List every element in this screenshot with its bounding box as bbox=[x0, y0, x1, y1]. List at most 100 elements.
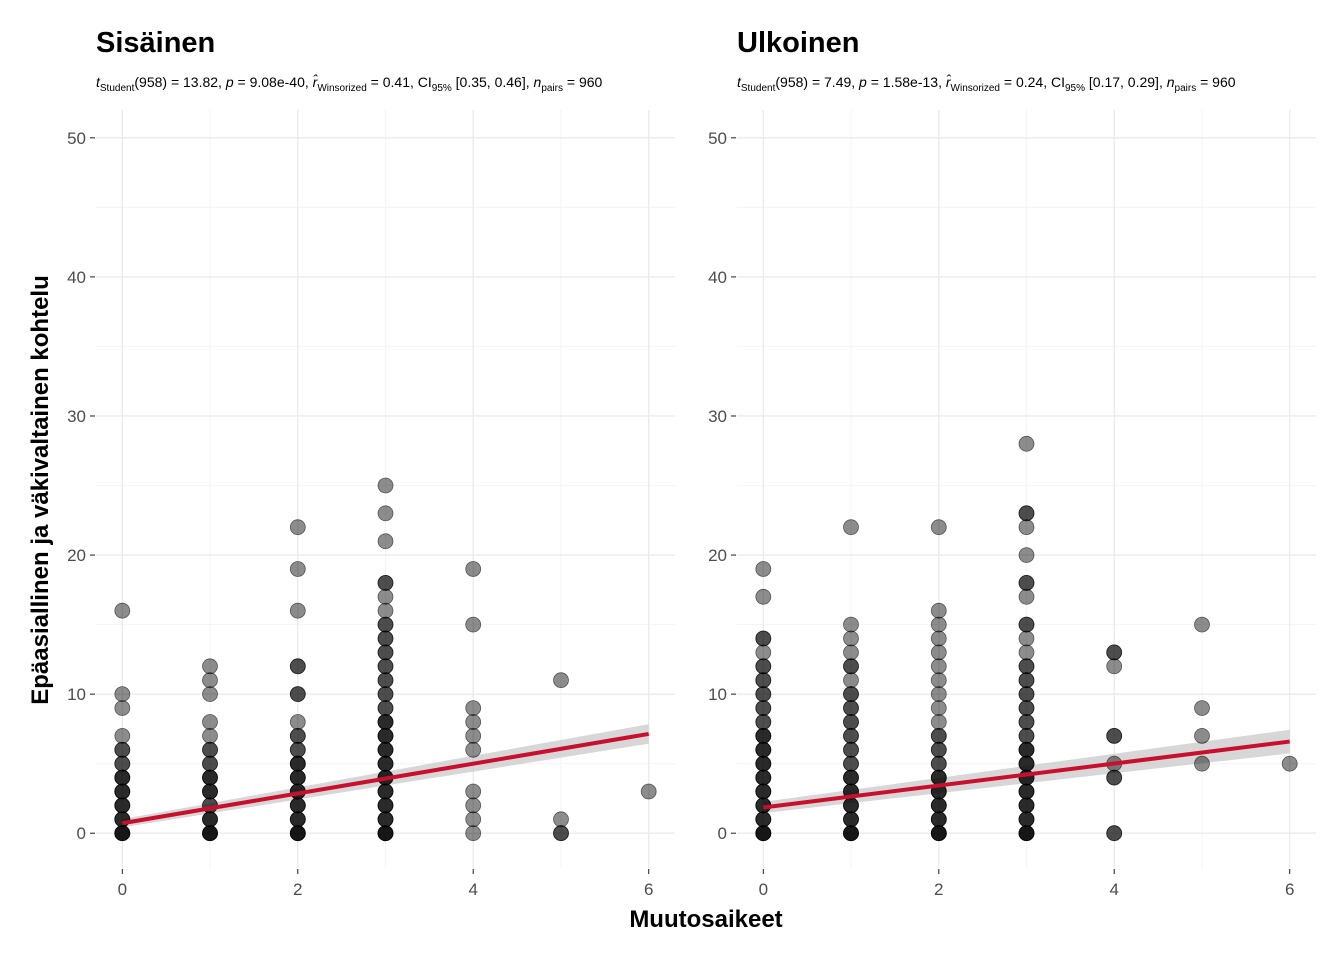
data-point bbox=[930, 825, 947, 842]
data-point bbox=[755, 728, 772, 744]
data-point bbox=[465, 616, 482, 633]
data-point bbox=[114, 825, 131, 842]
data-point bbox=[465, 714, 482, 730]
data-point bbox=[755, 700, 772, 716]
regression-fit-line bbox=[763, 739, 1290, 810]
data-point bbox=[1018, 686, 1035, 702]
data-point bbox=[289, 741, 306, 758]
data-point bbox=[930, 658, 947, 675]
data-point bbox=[930, 797, 947, 814]
data-point bbox=[755, 561, 772, 577]
data-point bbox=[289, 811, 306, 828]
data-point bbox=[1106, 658, 1123, 675]
data-point bbox=[377, 728, 394, 744]
data-point bbox=[465, 700, 482, 716]
y-tick-label: 10 bbox=[67, 685, 86, 704]
data-point bbox=[202, 783, 218, 800]
y-axis-title: Epäasiallinen ja väkivaltainen kohtelu bbox=[27, 275, 54, 705]
data-point bbox=[202, 672, 218, 689]
data-point bbox=[465, 741, 482, 758]
data-point bbox=[843, 728, 859, 744]
data-point bbox=[755, 630, 772, 647]
data-point bbox=[1018, 825, 1035, 842]
data-point bbox=[843, 714, 859, 730]
data-point bbox=[1018, 658, 1035, 675]
y-tick-label: 0 bbox=[77, 824, 86, 843]
data-point bbox=[1281, 755, 1298, 772]
data-point bbox=[289, 561, 306, 577]
data-point bbox=[114, 686, 131, 702]
regression-fit-line bbox=[121, 731, 650, 826]
data-point bbox=[843, 644, 859, 661]
data-point bbox=[465, 728, 482, 744]
data-point bbox=[377, 686, 394, 702]
data-point bbox=[377, 811, 394, 828]
data-point bbox=[289, 797, 306, 814]
data-point bbox=[755, 755, 772, 772]
y-tick-label: 50 bbox=[708, 129, 727, 148]
data-point bbox=[755, 686, 772, 702]
data-point bbox=[843, 616, 859, 633]
y-tick-label: 40 bbox=[67, 268, 86, 287]
data-point bbox=[755, 825, 772, 842]
data-point bbox=[755, 811, 772, 828]
data-point bbox=[202, 658, 218, 675]
data-point bbox=[377, 658, 394, 675]
data-point bbox=[377, 477, 394, 494]
data-point bbox=[930, 700, 947, 716]
data-point bbox=[755, 658, 772, 675]
data-point bbox=[843, 672, 859, 689]
y-tick-label: 30 bbox=[67, 407, 86, 426]
data-point bbox=[289, 519, 306, 536]
data-point bbox=[843, 519, 859, 536]
data-point bbox=[114, 797, 131, 814]
data-point bbox=[114, 728, 131, 744]
panel-title: Ulkoinen bbox=[737, 27, 859, 59]
data-point bbox=[930, 755, 947, 772]
y-axis-ticks: 0 10 20 30 40 50 bbox=[708, 129, 736, 843]
data-point bbox=[114, 602, 131, 619]
data-point bbox=[202, 769, 218, 786]
data-point bbox=[202, 825, 218, 842]
data-point bbox=[377, 672, 394, 689]
data-point bbox=[1106, 728, 1123, 744]
data-point bbox=[465, 811, 482, 828]
data-point bbox=[843, 700, 859, 716]
data-point bbox=[640, 783, 657, 800]
data-point bbox=[1194, 728, 1210, 744]
data-point bbox=[114, 700, 131, 716]
data-point bbox=[202, 686, 218, 702]
data-point bbox=[755, 714, 772, 730]
data-point bbox=[1106, 769, 1123, 786]
data-point bbox=[289, 658, 306, 675]
y-tick-label: 50 bbox=[67, 129, 86, 148]
y-tick-label: 0 bbox=[718, 824, 727, 843]
data-point bbox=[377, 797, 394, 814]
data-point bbox=[1018, 797, 1035, 814]
data-point bbox=[1018, 630, 1035, 647]
data-point bbox=[289, 728, 306, 744]
data-point bbox=[202, 741, 218, 758]
data-point bbox=[289, 714, 306, 730]
x-tick-label: 4 bbox=[1109, 880, 1118, 899]
panel-title: Sisäinen bbox=[96, 27, 215, 59]
y-tick-label: 40 bbox=[708, 268, 727, 287]
data-point bbox=[377, 783, 394, 800]
data-point bbox=[377, 741, 394, 758]
data-point bbox=[289, 602, 306, 619]
x-tick-label: 4 bbox=[468, 880, 477, 899]
data-point bbox=[1018, 644, 1035, 661]
data-point bbox=[930, 811, 947, 828]
data-point bbox=[202, 811, 218, 828]
data-point bbox=[377, 644, 394, 661]
x-tick-label: 6 bbox=[1285, 880, 1294, 899]
data-point bbox=[1194, 755, 1210, 772]
regression-line bbox=[121, 731, 650, 826]
data-point bbox=[289, 769, 306, 786]
x-axis-ticks: 0 2 4 6 bbox=[759, 869, 1294, 899]
data-point bbox=[202, 728, 218, 744]
data-point bbox=[377, 588, 394, 605]
data-point bbox=[1018, 728, 1035, 744]
data-point bbox=[930, 630, 947, 647]
y-tick-label: 10 bbox=[708, 685, 727, 704]
